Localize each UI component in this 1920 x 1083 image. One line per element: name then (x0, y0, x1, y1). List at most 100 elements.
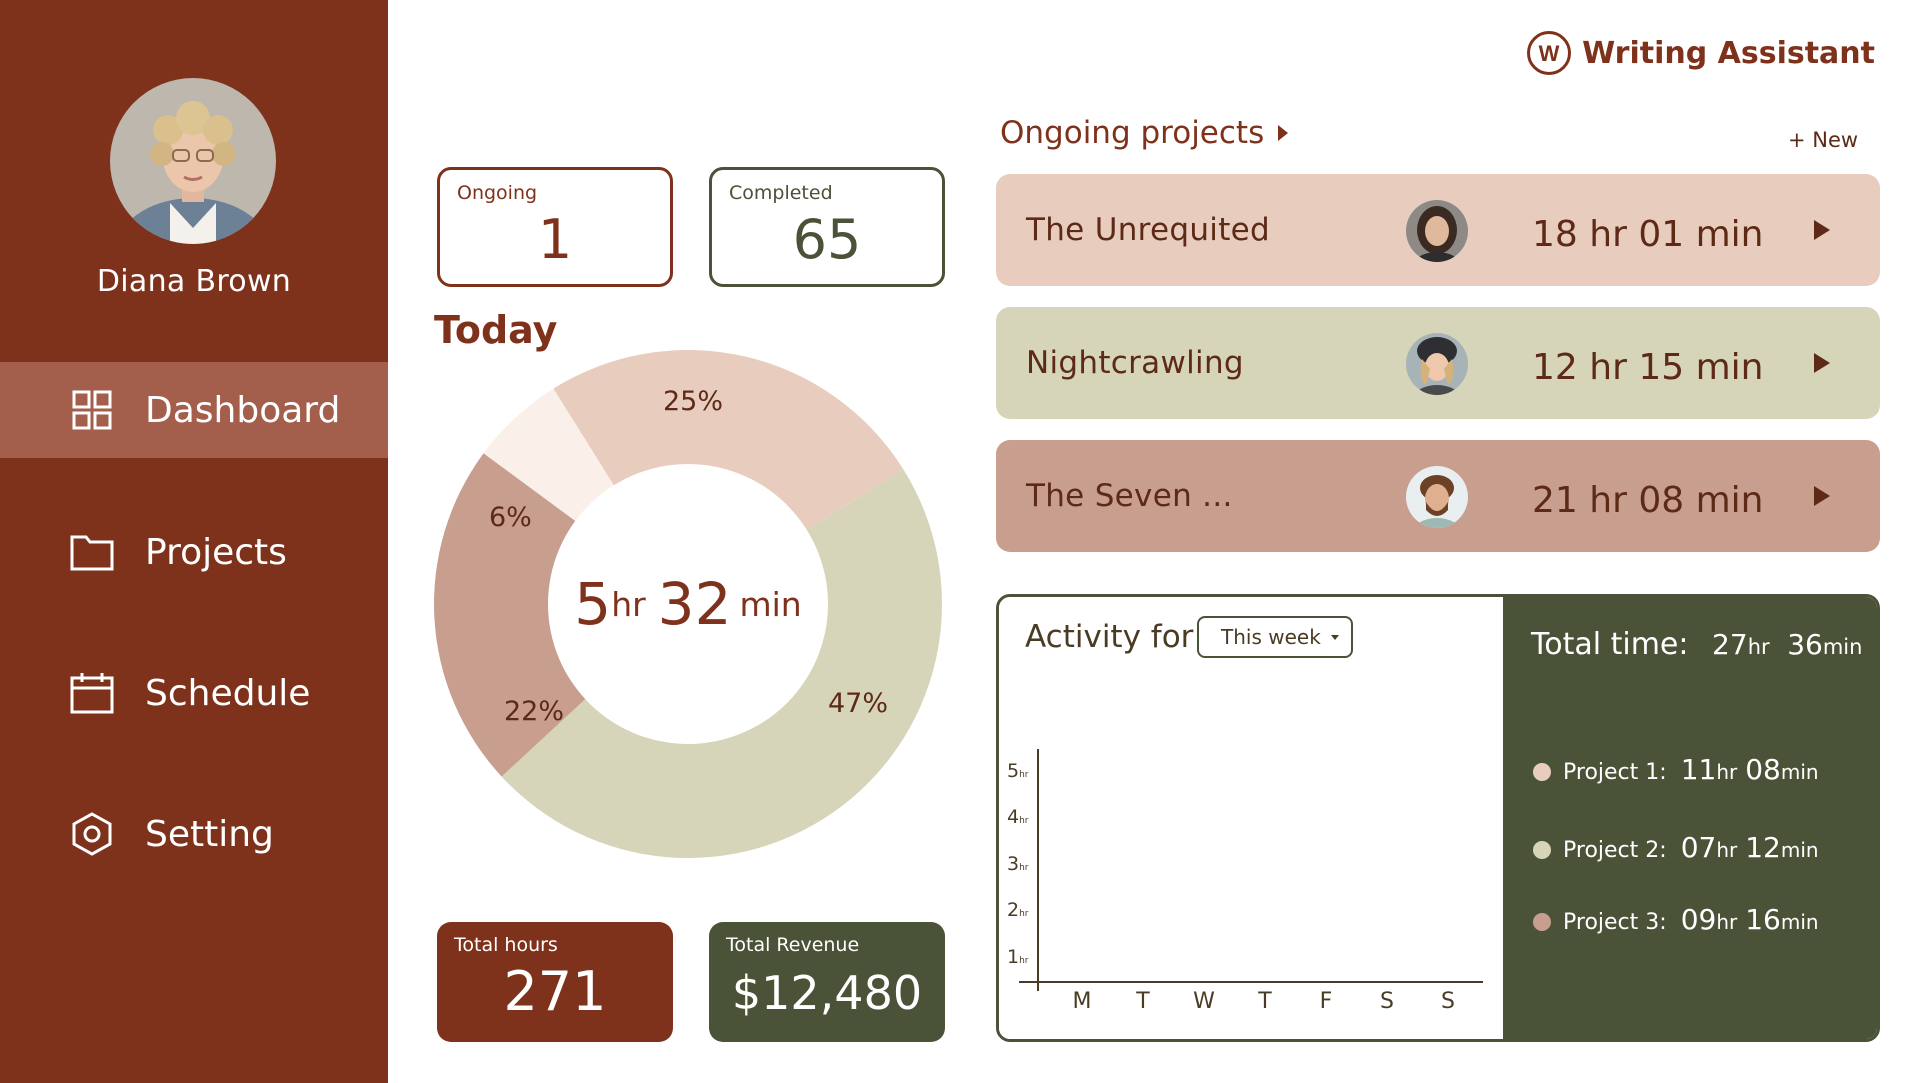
x-tick: W (1193, 989, 1215, 1014)
slice-label: 22% (504, 696, 565, 727)
play-icon[interactable] (1810, 351, 1834, 375)
today-hours-unit: hr (611, 584, 646, 624)
nav-projects[interactable]: Projects (0, 504, 388, 600)
project-legend-row: Project 2: 07 hr 12 min (1533, 831, 1827, 864)
activity-chart-area: Activity for This week 5hr 4hr 3hr 2hr 1… (999, 597, 1503, 1039)
nav-label: Projects (145, 531, 287, 573)
y-tick: 5hr (1007, 760, 1029, 782)
total-hours-label: Total hours (454, 934, 558, 956)
project-legend-row: Project 1: 11 hr 08 min (1533, 753, 1827, 786)
period-select[interactable]: This week (1197, 616, 1353, 658)
nav-label: Schedule (145, 672, 311, 714)
total-time-label: Total time: (1531, 627, 1689, 662)
donut-slice (553, 350, 904, 530)
play-icon[interactable] (1810, 484, 1834, 508)
project-avatar (1406, 466, 1468, 528)
project-time: 18 hr 01 min (1532, 214, 1764, 255)
period-select-value: This week (1221, 625, 1321, 649)
total-revenue-label: Total Revenue (726, 934, 860, 956)
y-tick: 4hr (1007, 806, 1029, 828)
play-icon[interactable] (1810, 218, 1834, 242)
folder-icon (70, 530, 114, 574)
project-name: The Unrequited (1026, 212, 1271, 248)
total-hours-value: 271 (503, 960, 607, 1023)
legend-dot (1533, 763, 1551, 781)
slice-label: 25% (663, 386, 724, 417)
project-avatar (1406, 333, 1468, 395)
x-tick: S (1380, 989, 1394, 1014)
y-tick: 2hr (1007, 899, 1029, 921)
x-tick: T (1136, 989, 1150, 1014)
project-name: The Seven ... (1026, 478, 1233, 514)
svg-text:W: W (1539, 41, 1560, 66)
nav-label: Setting (145, 813, 274, 855)
project-card[interactable]: The Unrequited 18 hr 01 min (996, 174, 1880, 286)
total-time: Total time: 27hr 36min (1531, 627, 1863, 662)
project-time: 12 hr 15 min (1532, 347, 1764, 388)
x-tick: M (1072, 989, 1092, 1014)
total-hours-card[interactable]: Total hours 271 (437, 922, 673, 1042)
sidebar: Diana Brown Dashboard Projects Schedule (0, 0, 388, 1083)
y-tick: 1hr (1007, 946, 1029, 968)
today-minutes: 32 (657, 570, 732, 638)
brand-name: Writing Assistant (1582, 35, 1875, 71)
ongoing-projects-title: Ongoing projects (1000, 115, 1265, 151)
brand-w-icon: W (1527, 31, 1572, 75)
project-avatar (1406, 200, 1468, 262)
today-donut-chart: 5 hr 32 min 25% 47% 22% 6% (434, 350, 942, 858)
nav-schedule[interactable]: Schedule (0, 645, 388, 741)
user-avatar[interactable] (110, 78, 276, 244)
today-total: 5 hr 32 min (434, 350, 942, 858)
today-title: Today (434, 308, 558, 352)
ongoing-value: 1 (537, 208, 573, 271)
total-time-minutes: 36 (1787, 628, 1823, 661)
grid-icon (70, 388, 114, 432)
settings-icon (70, 812, 114, 856)
nav-label: Dashboard (145, 389, 341, 431)
caret-right-icon (1278, 125, 1289, 141)
legend-label: Project 3: (1563, 910, 1667, 935)
activity-title: Activity for (1025, 619, 1194, 655)
x-axis (1019, 981, 1483, 983)
ongoing-projects-link[interactable]: Ongoing projects (1000, 115, 1289, 151)
donut-svg (434, 350, 942, 858)
today-minutes-unit: min (739, 584, 802, 624)
calendar-icon (70, 671, 114, 715)
y-axis (1037, 749, 1039, 991)
project-name: Nightcrawling (1026, 345, 1244, 381)
completed-label: Completed (729, 182, 833, 204)
ongoing-card[interactable]: Ongoing 1 (437, 167, 673, 287)
activity-summary: Total time: 27hr 36min Project 1: 11 hr 0… (1503, 597, 1877, 1039)
legend-dot (1533, 841, 1551, 859)
completed-card[interactable]: Completed 65 (709, 167, 945, 287)
project-time: 21 hr 08 min (1532, 480, 1764, 521)
new-project-button[interactable]: + New (1788, 128, 1859, 152)
ongoing-label: Ongoing (457, 182, 538, 204)
nav-setting[interactable]: Setting (0, 786, 388, 882)
slice-label: 47% (828, 688, 889, 719)
total-revenue-value: $12,480 (731, 966, 923, 1020)
completed-value: 65 (792, 208, 862, 271)
legend-label: Project 1: (1563, 760, 1667, 785)
x-tick: S (1441, 989, 1455, 1014)
today-hours: 5 (574, 570, 612, 638)
brand-logo: W Writing Assistant (1526, 30, 1875, 76)
chevron-down-icon (1331, 635, 1339, 640)
donut-slice (434, 453, 586, 777)
legend-dot (1533, 913, 1551, 931)
activity-panel: Activity for This week 5hr 4hr 3hr 2hr 1… (996, 594, 1880, 1042)
total-time-hours: 27 (1712, 628, 1748, 661)
y-tick: 3hr (1007, 853, 1029, 875)
total-revenue-card[interactable]: Total Revenue $12,480 (709, 922, 945, 1042)
donut-slice (501, 469, 942, 858)
slice-label: 6% (489, 502, 532, 533)
project-legend-row: Project 3: 09 hr 16 min (1533, 903, 1827, 936)
project-card[interactable]: The Seven ... 21 hr 08 min (996, 440, 1880, 552)
legend-label: Project 2: (1563, 838, 1667, 863)
project-card[interactable]: Nightcrawling 12 hr 15 min (996, 307, 1880, 419)
x-tick: T (1258, 989, 1272, 1014)
x-tick: F (1319, 989, 1333, 1014)
user-name: Diana Brown (96, 264, 292, 299)
nav-dashboard[interactable]: Dashboard (0, 362, 388, 458)
donut-slice (483, 388, 614, 521)
